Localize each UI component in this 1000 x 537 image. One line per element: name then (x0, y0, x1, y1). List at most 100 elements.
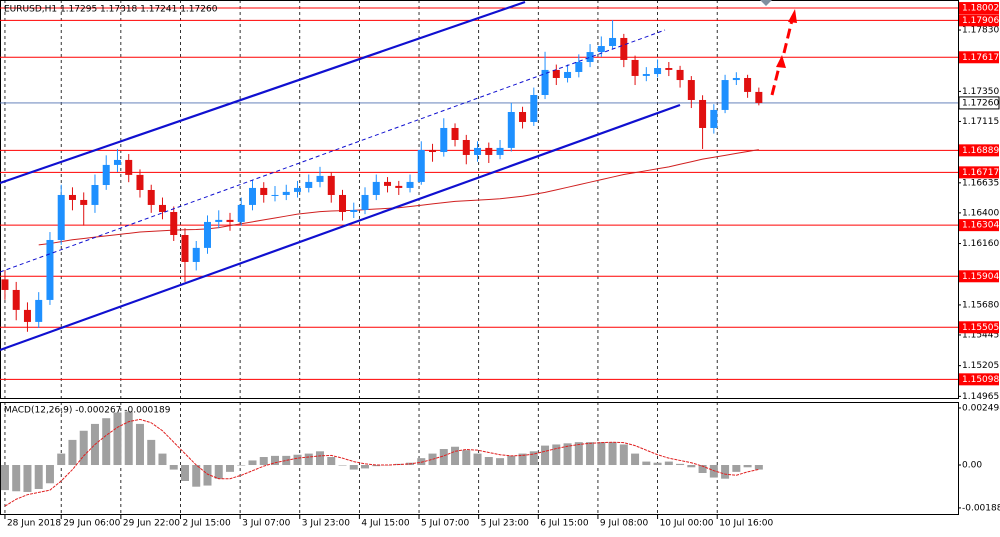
macd-bar (496, 458, 505, 466)
macd-bar (473, 453, 482, 466)
candle-body (327, 175, 335, 195)
macd-bar (293, 454, 302, 466)
macd-bar (124, 411, 133, 466)
y2-tick-label: -0.00188 (962, 503, 1000, 513)
macd-bar (597, 442, 606, 466)
arrow (782, 19, 794, 54)
arrow (770, 62, 782, 96)
candle-body (474, 147, 482, 155)
macd-bar (529, 451, 538, 466)
current-price-label: 1.17260 (962, 98, 999, 108)
x-tick-label: 3 Jul 23:00 (302, 519, 351, 529)
level-label: 1.16717 (962, 168, 999, 178)
level-label: 1.16889 (962, 146, 999, 156)
candle-body (564, 71, 572, 78)
x-tick-label: 2 Jul 15:00 (182, 519, 231, 529)
macd-bar (282, 455, 291, 466)
level-label: 1.17617 (962, 53, 999, 63)
macd-bar (349, 465, 358, 470)
x-tick-label: 4 Jul 15:00 (361, 519, 410, 529)
macd-bar (147, 439, 156, 466)
candle-body (609, 37, 617, 47)
macd-bar (608, 442, 617, 466)
macd-bar (709, 465, 718, 478)
forecast-arrows (770, 19, 794, 96)
macd-bar (248, 460, 257, 466)
macd-bar (327, 457, 336, 466)
candle-body (451, 127, 459, 140)
macd-bar (338, 465, 347, 466)
macd-bar (271, 455, 280, 466)
x-tick-label: 3 Jul 07:00 (242, 519, 291, 529)
x-tick-label: 10 Jul 00:00 (660, 519, 714, 529)
candle-body (68, 194, 76, 200)
level-label: 1.15098 (962, 375, 999, 385)
current-price-box (958, 96, 1000, 110)
macd-bar (552, 444, 561, 466)
y-tick-label: 1.16635 (962, 178, 999, 188)
macd-bar (79, 430, 88, 466)
channel-middle (0, 29, 666, 273)
macd-bar (237, 465, 246, 466)
level-label-box (959, 51, 999, 64)
macd-bar (518, 453, 527, 466)
candle-body (237, 204, 245, 222)
level-label-box (959, 2, 999, 15)
candle-body (361, 194, 369, 210)
macd-bar (34, 465, 43, 489)
candle-body (485, 147, 493, 155)
candle-body (170, 211, 178, 235)
macd-bar (574, 442, 583, 466)
macd-bar (361, 465, 370, 469)
macd-bar (259, 457, 268, 466)
level-label-box (959, 144, 999, 157)
candle-body (23, 309, 31, 322)
macd-bar (631, 453, 640, 466)
candle-body (260, 187, 268, 195)
macd-title: MACD(12,26,9) -0.000267 -0.000189 (4, 406, 171, 416)
macd-bar (664, 461, 673, 466)
chart-title: EURUSD,H1 1.17295 1.17318 1.17241 1.1726… (4, 5, 218, 15)
level-label-box (959, 14, 999, 27)
candle-body (271, 194, 279, 196)
candle-body (136, 174, 144, 190)
moving-average (38, 149, 759, 246)
level-label-box (959, 373, 999, 386)
macd-bar (698, 465, 707, 473)
macd-bar (158, 453, 167, 466)
candle-body (462, 139, 470, 155)
candle-body (372, 181, 380, 195)
candle-body (294, 187, 302, 192)
candle-body (57, 194, 65, 240)
y-tick-label: 1.15205 (962, 361, 999, 371)
candle-body (80, 199, 88, 205)
y-tick-label: 1.16400 (962, 208, 999, 218)
candle-body (305, 181, 313, 188)
macd-bar (0, 465, 9, 491)
candle-body (676, 69, 684, 81)
macd-bar (316, 451, 325, 466)
macd-bar (462, 450, 471, 466)
candle-body (102, 164, 110, 186)
macd-bar (507, 455, 516, 466)
candle-body (732, 77, 740, 81)
candle-body (125, 159, 133, 175)
candle-body (586, 52, 594, 63)
candle-body (507, 111, 515, 148)
candle-body (620, 37, 628, 60)
macd-bar (743, 465, 752, 468)
macd-bar (417, 458, 426, 466)
macd-bar (102, 418, 111, 466)
candle-body (530, 94, 538, 122)
candle-body (282, 191, 290, 195)
level-label: 1.15904 (962, 272, 999, 282)
macd-bar (169, 465, 178, 470)
macd-bar (687, 465, 696, 468)
candle-body (91, 185, 99, 205)
candle-body (215, 219, 223, 222)
candle-body (687, 80, 695, 100)
y-tick-label: 1.15680 (962, 300, 999, 310)
macd-bar (57, 453, 66, 466)
macd-bar (68, 439, 77, 466)
